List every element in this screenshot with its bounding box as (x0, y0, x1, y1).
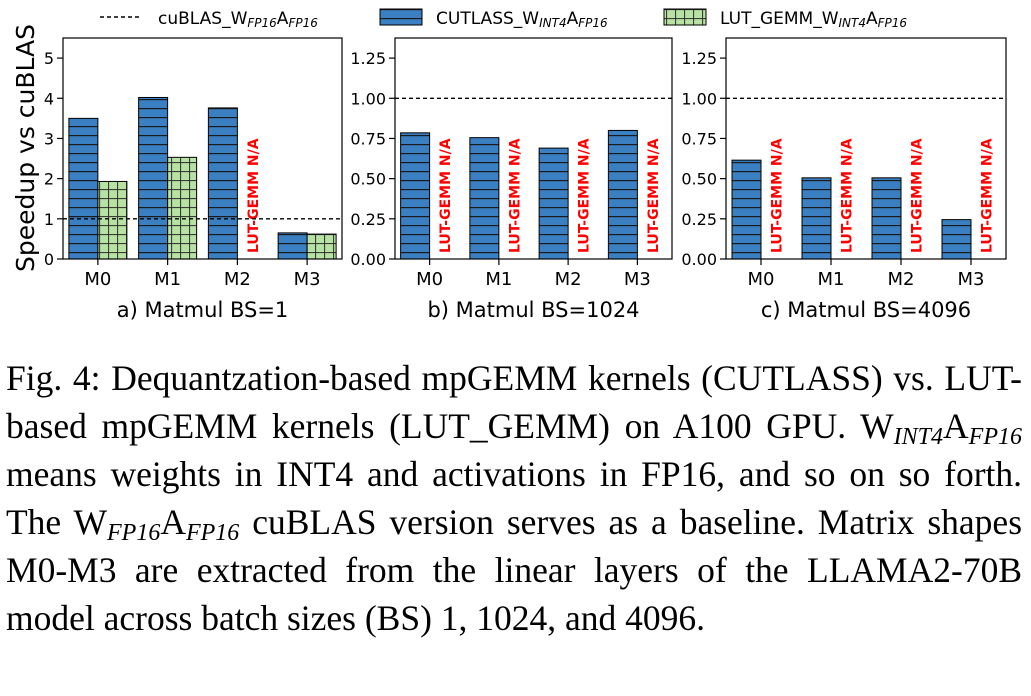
legend-marker-box (379, 8, 423, 26)
y-tick-label: 4 (44, 89, 54, 108)
bar-cutlass-M2 (538, 147, 569, 260)
plot-frame (725, 37, 1007, 260)
x-tick-label-M3: M3 (958, 269, 985, 290)
bar-cutlass-M0 (68, 117, 99, 260)
legend-marker-box (663, 8, 707, 26)
x-tick-label-M0: M0 (416, 269, 443, 290)
bar-cutlass-M2 (871, 177, 902, 260)
x-tick-label-M2: M2 (888, 269, 915, 290)
bar-cutlass-M1 (469, 137, 500, 260)
y-tick-label: 0.75 (681, 129, 717, 148)
y-tick-label: 0.00 (681, 250, 717, 269)
panel-subtitle: a) Matmul BS=1 (117, 298, 289, 322)
bar-cutlass-M3 (607, 129, 638, 260)
bar-cutlass-M3 (941, 219, 972, 260)
plot-frame (62, 37, 343, 260)
y-tick-label: 0 (44, 250, 54, 269)
y-tick-label: 1.00 (681, 89, 717, 108)
x-tick-label-M2: M2 (224, 269, 251, 290)
na-label-M2: LUT-GEMM N/A (577, 138, 593, 253)
panel-subtitle: c) Matmul BS=4096 (761, 298, 971, 322)
x-tick-label-M0: M0 (84, 269, 111, 290)
legend-label-2: LUT_GEMM_WINT4AFP16 (720, 9, 907, 30)
y-tick-label: 0.50 (350, 170, 386, 189)
na-label-M2: LUT-GEMM N/A (910, 138, 926, 253)
y-tick-label: 3 (44, 129, 54, 148)
legend-entry-0: cuBLAS_WFP16AFP16 (100, 9, 318, 30)
y-tick-label: 1 (44, 210, 54, 229)
chart-panel-0: 0 1 2 3 4 5 M0 M1 LUT-GEMM N/A M2 M3a) Matmul BS=1 (44, 37, 343, 322)
legend-label-0: cuBLAS_WFP16AFP16 (158, 9, 318, 30)
na-label-M1: LUT-GEMM N/A (507, 138, 523, 253)
bar-cutlass-M2 (207, 107, 238, 260)
bar-lut-gemm-M3 (306, 233, 337, 260)
y-tick-label: 1.25 (681, 49, 717, 68)
y-tick-label: 0.25 (350, 210, 386, 229)
x-tick-label-M3: M3 (624, 269, 651, 290)
bar-lut-gemm-M0 (97, 180, 128, 260)
legend-entry-1: CUTLASS_WINT4AFP16 (379, 8, 608, 30)
y-tick-label: 0.75 (350, 129, 386, 148)
legend-entry-2: LUT_GEMM_WINT4AFP16 (663, 8, 907, 30)
x-tick-label-M1: M1 (818, 269, 845, 290)
bar-cutlass-M1 (801, 177, 832, 260)
figure: cuBLAS_WFP16AFP16 CUTLASS_WINT4AFP16 LUT_G… (11, 8, 1007, 322)
na-label-M2: LUT-GEMM N/A (246, 138, 262, 253)
x-tick-label-M3: M3 (294, 269, 321, 290)
plot-frame (394, 37, 673, 260)
legend: cuBLAS_WFP16AFP16 CUTLASS_WINT4AFP16 LUT_G… (100, 8, 907, 30)
y-tick-label: 0.50 (681, 170, 717, 189)
x-tick-label-M1: M1 (485, 269, 512, 290)
panel-subtitle: b) Matmul BS=1024 (427, 298, 639, 322)
y-tick-label: 0.00 (350, 250, 386, 269)
legend-label-1: CUTLASS_WINT4AFP16 (436, 9, 608, 30)
chart-panel-1: 0.00 0.25 0.50 0.75 1.00 1.25 LUT-GEMM N/A M0 LU… (350, 37, 673, 322)
na-label-M0: LUT-GEMM N/A (438, 138, 454, 253)
bar-lut-gemm-M1 (167, 156, 198, 260)
x-tick-label-M0: M0 (748, 269, 775, 290)
x-tick-label-M2: M2 (555, 269, 582, 290)
na-label-M1: LUT-GEMM N/A (840, 138, 856, 253)
figure-caption: Fig. 4: Dequantzation-based mpGEMM kerne… (6, 358, 1023, 638)
na-label-M3: LUT-GEMM N/A (646, 138, 662, 253)
bar-cutlass-M0 (400, 132, 431, 260)
y-tick-label: 5 (44, 49, 54, 68)
y-tick-label: 0.25 (681, 210, 717, 229)
bar-cutlass-M3 (277, 232, 308, 260)
bar-cutlass-M1 (138, 96, 169, 260)
chart-panel-2: 0.00 0.25 0.50 0.75 1.00 1.25 LUT-GEMM N/A M0 LU… (681, 37, 1007, 322)
y-tick-label: 1.25 (350, 49, 386, 68)
x-tick-label-M1: M1 (154, 269, 181, 290)
bar-cutlass-M0 (731, 159, 762, 260)
na-label-M3: LUT-GEMM N/A (980, 138, 996, 253)
y-axis-label: Speedup vs cuBLAS (11, 24, 40, 272)
y-tick-label: 1.00 (350, 89, 386, 108)
y-tick-label: 2 (44, 170, 54, 189)
na-label-M0: LUT-GEMM N/A (770, 138, 786, 253)
